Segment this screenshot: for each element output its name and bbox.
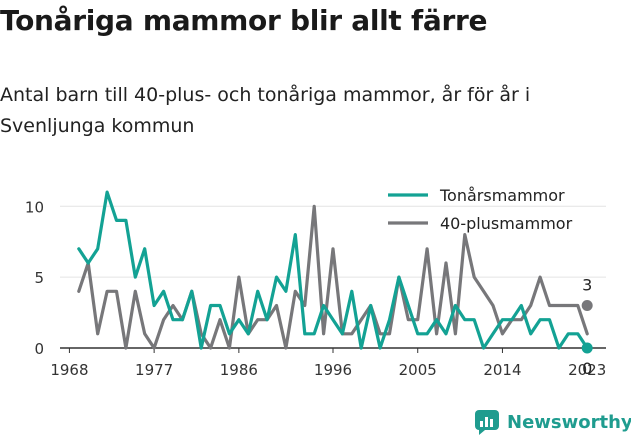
x-tick-label: 1986: [220, 361, 258, 379]
chart-title: Tonåriga mammor blir allt färre: [0, 4, 488, 37]
x-tick-label: 1968: [50, 361, 88, 379]
end-value-label-tonarsmammor: 0: [582, 359, 592, 378]
chart-legend: Tonårsmammor 40-plusmammor: [388, 186, 573, 233]
legend-label-tonarsmammor: Tonårsmammor: [439, 186, 565, 205]
series-line-tonarsmammor: [77, 190, 589, 350]
grid-layer: 0 5 10 1968 1977 1986 1996 2005 2014 2023: [25, 198, 606, 379]
series-layer: [77, 190, 593, 354]
x-tick-label: 2005: [399, 361, 437, 379]
brand-name: Newsworthy: [507, 411, 631, 433]
x-tick-label: 2023: [568, 361, 606, 379]
y-tick-label: 0: [34, 340, 44, 358]
label-layer: 03: [582, 275, 592, 378]
end-marker-tonarsmammor: [581, 342, 593, 354]
y-tick-label: 10: [25, 198, 44, 216]
newsworthy-logo[interactable]: Newsworthy: [474, 408, 631, 436]
newsworthy-icon: [475, 410, 499, 435]
x-tick-label: 1977: [135, 361, 173, 379]
chart-subtitle: Antal barn till 40-plus- och tonåriga ma…: [0, 84, 531, 137]
end-marker-fortyplusmammor: [581, 299, 593, 311]
series-line-fortyplusmammor: [77, 204, 589, 350]
y-tick-label: 5: [34, 269, 44, 287]
legend-label-fortyplusmammor: 40-plusmammor: [440, 214, 573, 233]
end-value-label-fortyplusmammor: 3: [582, 275, 592, 294]
x-tick-label: 1996: [314, 361, 352, 379]
x-tick-label: 2014: [483, 361, 521, 379]
